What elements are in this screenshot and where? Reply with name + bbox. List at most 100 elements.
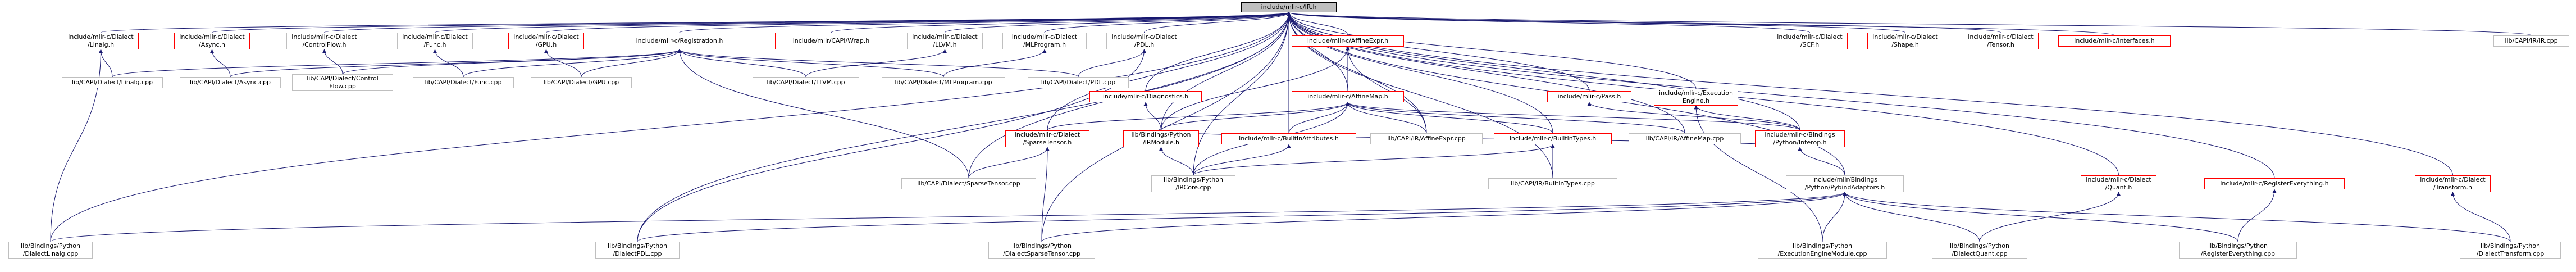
node-python-dialectlinalg-cpp[interactable]: lib/Bindings/Python/DialectLinalg.cpp <box>8 242 93 259</box>
edge-root-to-pass_h <box>1287 12 1590 92</box>
node-dialect-mlprogram-h[interactable]: include/mlir-c/Dialect/MLProgram.h <box>1002 33 1087 49</box>
node-capi-affinemap-cpp[interactable]: lib/CAPI/IR/AffineMap.cpp <box>1629 133 1741 144</box>
node-label-line: /DialectPDL.cpp <box>613 250 662 257</box>
node-capi-pdl-cpp[interactable]: lib/CAPI/Dialect/PDL.cpp <box>1028 77 1129 88</box>
node-capi-func-cpp[interactable]: lib/CAPI/Dialect/Func.cpp <box>413 77 514 88</box>
edge-affinemap_h-to-builtintypes_h <box>1346 102 1553 134</box>
node-builtintypes-h[interactable]: include/mlir-c/BuiltinTypes.h <box>1494 133 1612 144</box>
node-label-line: Engine.h <box>1682 97 1710 105</box>
node-dialect-controlflow-h[interactable]: include/mlir-c/Dialect/ControlFlow.h <box>286 33 362 49</box>
node-pass-h[interactable]: include/mlir-c/Pass.h <box>1547 91 1631 102</box>
node-python-pybindadaptors-h[interactable]: include/mlir/Bindings/Python/PybindAdapt… <box>1786 175 1904 192</box>
edge-root-to-irmodule_h <box>1161 12 1291 131</box>
node-affinemap-h[interactable]: include/mlir-c/AffineMap.h <box>1292 91 1404 102</box>
node-label-line: include/mlir-c/Dialect <box>179 33 245 40</box>
node-dialect-tensor-h[interactable]: include/mlir-c/Dialect/Tensor.h <box>1963 33 2039 49</box>
edge-root-to-llvm_h <box>945 12 1291 33</box>
node-label-line: lib/CAPI/Dialect/PDL.cpp <box>1041 79 1116 86</box>
node-capi-controlflow-cpp[interactable]: lib/CAPI/Dialect/Control Flow.cpp <box>292 74 393 91</box>
edge-root-to-async_h <box>212 12 1291 33</box>
node-executionengine-h[interactable]: include/mlir-c/Execution Engine.h <box>1654 89 1738 106</box>
node-capi-llvm-cpp[interactable]: lib/CAPI/Dialect/LLVM.cpp <box>753 77 859 88</box>
edge-root-to-dialectlinalg_cpp <box>50 12 1291 242</box>
node-capi-builtintypes-cpp[interactable]: lib/CAPI/IR/BuiltinTypes.cpp <box>1488 178 1617 189</box>
node-label-line: include/mlir-c/Dialect <box>1777 33 1843 40</box>
node-dialect-linalg-h[interactable]: include/mlir-c/Dialect/Linalg.h <box>63 33 139 49</box>
node-python-registereverything-cpp[interactable]: lib/Bindings/Python/RegisterEverything.c… <box>2179 242 2297 259</box>
node-python-dialecttransform-cpp[interactable]: lib/Bindings/Python/DialectTransform.cpp <box>2460 242 2561 259</box>
edge-root-to-diagnostics_h <box>1145 12 1291 92</box>
node-dialect-pdl-h[interactable]: include/mlir-c/Dialect/PDL.h <box>1106 33 1182 49</box>
node-dialect-transform-h[interactable]: include/mlir-c/Dialect/Transform.h <box>2415 175 2491 192</box>
node-builtinattributes-h[interactable]: include/mlir-c/BuiltinAttributes.h <box>1221 133 1356 144</box>
node-capi-sparsetensor-cpp[interactable]: lib/CAPI/Dialect/SparseTensor.cpp <box>901 178 1036 189</box>
edge-root-to-gpu_h <box>546 12 1291 33</box>
node-capi-wrap-h[interactable]: include/mlir/CAPI/Wrap.h <box>775 33 887 49</box>
node-dialect-shape-h[interactable]: include/mlir-c/Dialect/Shape.h <box>1867 33 1943 49</box>
node-capi-async-cpp[interactable]: lib/CAPI/Dialect/Async.cpp <box>180 77 281 88</box>
node-python-irmodule-h[interactable]: lib/Bindings/Python/IRModule.h <box>1123 130 1199 147</box>
edge-gpu_h-to-gpu_cpp <box>544 49 582 78</box>
node-capi-ir-cpp[interactable]: lib/CAPI/IR/IR.cpp <box>2493 35 2569 47</box>
node-affineexpr-h[interactable]: include/mlir-c/AffineExpr.h <box>1292 35 1404 47</box>
node-registereverything-h[interactable]: include/mlir-c/RegisterEverything.h <box>2204 178 2345 189</box>
edge-builtinattributes_h-to-ircore_cpp <box>1193 144 1291 176</box>
node-label-line: include/mlir-c/BuiltinAttributes.h <box>1239 135 1339 142</box>
node-python-interop-h[interactable]: include/mlir-c/Bindings/Python/Interop.h <box>1755 130 1845 147</box>
edge-root-to-sparsetensor_h <box>1047 12 1291 131</box>
node-label-line: include/mlir-c/Bindings <box>1765 131 1835 138</box>
node-interfaces-h[interactable]: include/mlir-c/Interfaces.h <box>2058 35 2171 47</box>
node-label-line: lib/CAPI/IR/BuiltinTypes.cpp <box>1511 180 1595 187</box>
node-dialect-scf-h[interactable]: include/mlir-c/Dialect/SCF.h <box>1772 33 1848 49</box>
node-registration-h[interactable]: include/mlir-c/Registration.h <box>618 33 741 49</box>
node-label-line: include/mlir-c/Execution <box>1659 89 1733 97</box>
node-label-line: /Python/Interop.h <box>1773 139 1827 146</box>
node-label-line: include/mlir-c/Registration.h <box>636 37 723 44</box>
edge-pybind_h-to-dialectsparsetensor_cpp <box>1041 192 1847 242</box>
node-label-line: /Async.h <box>199 41 225 48</box>
node-python-dialectpdl-cpp[interactable]: lib/Bindings/Python/DialectPDL.cpp <box>595 242 680 259</box>
edge-affinemap_h-to-sparsetensor_h <box>1047 102 1350 131</box>
node-diagnostics-h[interactable]: include/mlir-c/Diagnostics.h <box>1089 91 1202 102</box>
edge-affineexpr_h-to-irmodule_h <box>1161 46 1350 131</box>
node-label-line: lib/CAPI/IR/AffineExpr.cpp <box>1387 135 1466 142</box>
node-label-line: lib/Bindings/Python <box>1950 242 2009 250</box>
edge-pdl_h-to-pdl_cpp <box>1078 49 1146 78</box>
node-mlir-c-ir-h: include/mlir-c/IR.h <box>1241 2 1337 12</box>
edge-affinemap_h-to-affineexpr_cpp <box>1346 102 1427 134</box>
edge-pybind_h-to-dialectquant_cpp <box>1843 192 1980 242</box>
node-dialect-quant-h[interactable]: include/mlir-c/Dialect/Quant.h <box>2081 175 2156 192</box>
edge-registration_h-to-sparsetensor_cpp <box>677 49 969 179</box>
node-capi-gpu-cpp[interactable]: lib/CAPI/Dialect/GPU.cpp <box>531 77 632 88</box>
node-label-line: lib/Bindings/Python <box>2481 242 2540 250</box>
node-dialect-llvm-h[interactable]: include/mlir-c/Dialect/LLVM.h <box>907 33 983 49</box>
node-python-dialectsparsetensor-cpp[interactable]: lib/Bindings/Python/DialectSparseTensor.… <box>988 242 1095 259</box>
node-dialect-sparsetensor-h[interactable]: include/mlir-c/Dialect/SparseTensor.h <box>1005 130 1089 147</box>
node-capi-affineexpr-cpp[interactable]: lib/CAPI/IR/AffineExpr.cpp <box>1370 133 1483 144</box>
node-label-line: /Func.h <box>423 41 446 48</box>
node-capi-mlprogram-cpp[interactable]: lib/CAPI/Dialect/MLProgram.cpp <box>882 77 1005 88</box>
node-label-line: lib/Bindings/Python <box>608 242 667 250</box>
edge-root-to-tensor_h <box>1287 12 2001 33</box>
edge-linalg_h-to-linalg_cpp <box>99 49 113 78</box>
node-python-dialectquant-cpp[interactable]: lib/Bindings/Python/DialectQuant.cpp <box>1932 242 2027 259</box>
node-label-line: include/mlir-c/Dialect <box>291 33 357 40</box>
node-dialect-async-h[interactable]: include/mlir-c/Dialect/Async.h <box>174 33 250 49</box>
edge-affinemap_h-to-interop_h <box>1346 102 1800 131</box>
node-dialect-gpu-h[interactable]: include/mlir-c/Dialect/GPU.h <box>508 33 584 49</box>
edge-root-to-interop_h <box>1287 12 1800 131</box>
node-label-line: include/mlir-c/Dialect <box>402 33 468 40</box>
edge-affineexpr_h-to-affineexpr_cpp <box>1346 46 1427 134</box>
node-label-line: /SCF.h <box>1800 41 1820 48</box>
edge-quant_h-to-dialectquant_cpp <box>1979 192 2121 242</box>
edge-root-to-ircore_cpp <box>1193 12 1291 176</box>
node-label-line: /Python/PybindAdaptors.h <box>1804 184 1885 191</box>
node-dialect-func-h[interactable]: include/mlir-c/Dialect/Func.h <box>397 33 473 49</box>
node-capi-linalg-cpp[interactable]: lib/CAPI/Dialect/Linalg.cpp <box>62 77 163 88</box>
edge-pybind_h-to-dialectpdl_cpp <box>637 192 1847 242</box>
node-python-executionenginemodule-cpp[interactable]: lib/Bindings/Python/ExecutionEngineModul… <box>1758 242 1887 259</box>
edge-diagnostics_h-to-irmodule_h <box>1143 102 1161 131</box>
node-python-ircore-cpp[interactable]: lib/Bindings/Python/IRCore.cpp <box>1151 175 1235 192</box>
node-label-line: /Transform.h <box>2433 184 2472 191</box>
node-label-line: /Linalg.h <box>87 41 115 48</box>
